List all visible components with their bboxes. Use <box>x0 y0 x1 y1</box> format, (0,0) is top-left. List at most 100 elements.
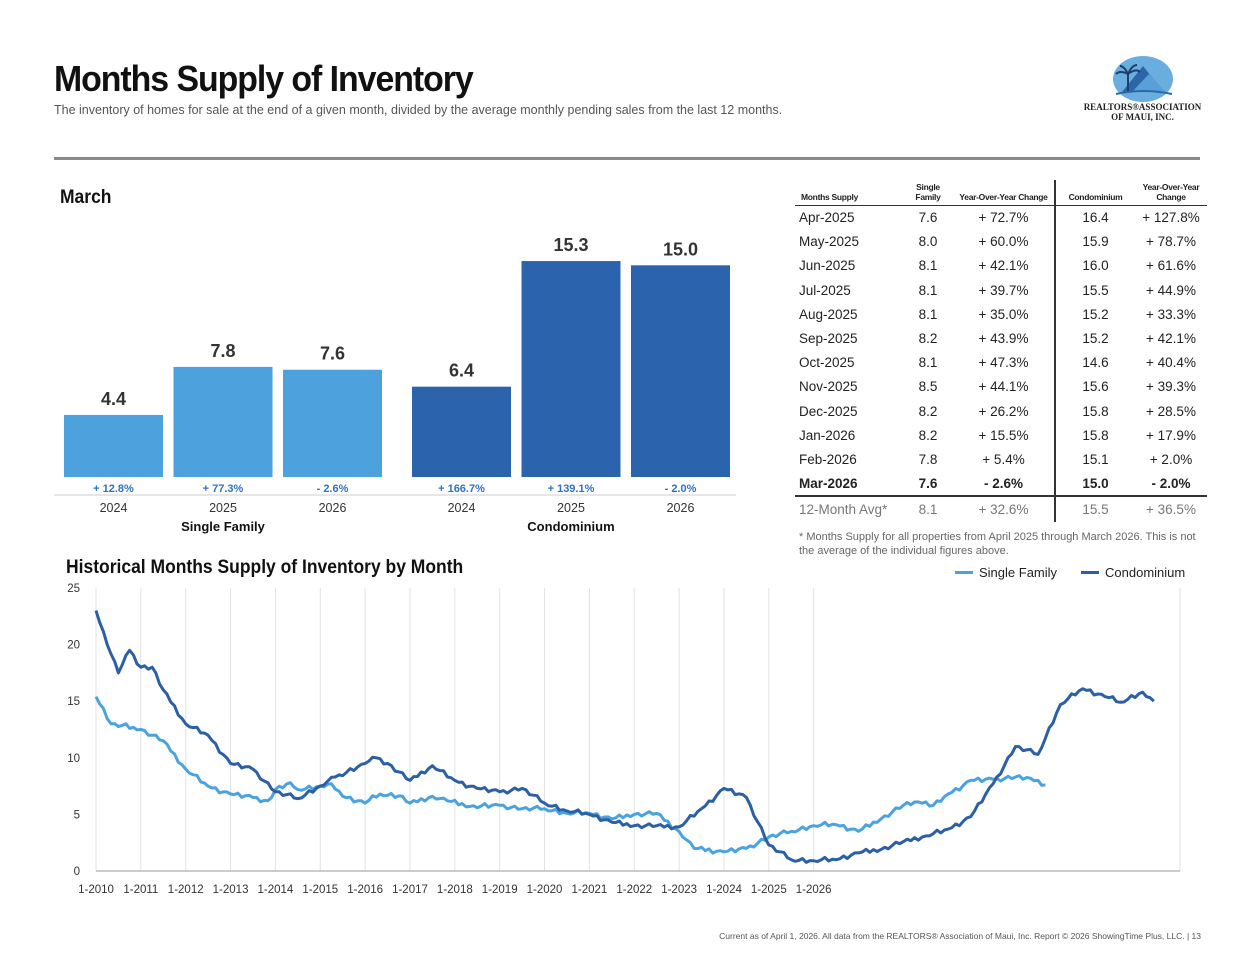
x-tick-label: 1-2010 <box>78 884 114 896</box>
table-cell: 8.1 <box>918 258 938 274</box>
table-cell: + 60.0% <box>978 234 1029 250</box>
series-line-condominium <box>94 610 1155 864</box>
table-cell: Sep-2025 <box>799 331 858 347</box>
table-cell: Jul-2025 <box>799 282 851 298</box>
bar-value-label: 4.4 <box>101 389 126 409</box>
table-cell: + 61.6% <box>1146 258 1196 274</box>
table-row: Sep-2025 8.2 + 43.9% 15.2 + 42.1% <box>795 326 1207 351</box>
table-row: Oct-2025 8.1 + 47.3% 14.6 + 40.4% <box>795 350 1207 375</box>
table-cell: Feb-2026 <box>799 451 857 467</box>
bar-change-label: + 12.8% <box>93 483 134 495</box>
table-row: May-2025 8.0 + 60.0% 15.9 + 78.7% <box>795 229 1207 254</box>
legend-swatch-condominium <box>1081 571 1100 574</box>
x-tick-label: 1-2015 <box>302 884 338 896</box>
table-cell: 16.0 <box>1054 253 1135 279</box>
table-cell: + 43.9% <box>978 331 1029 347</box>
y-tick-label: 10 <box>67 753 80 765</box>
table-row: Jan-2026 8.2 + 15.5% 15.8 + 17.9% <box>795 423 1207 448</box>
y-tick-label: 25 <box>67 583 80 595</box>
table-cell: + 17.9% <box>1146 427 1196 443</box>
x-tick-label: 1-2014 <box>258 884 294 896</box>
x-tick-label: 1-2019 <box>482 884 518 896</box>
table-cell: 16.4 <box>1054 205 1135 230</box>
table-row: Nov-2025 8.5 + 44.1% 15.6 + 39.3% <box>795 374 1207 399</box>
association-logo: REALTORS®ASSOCIATION OF MAUI, INC. <box>1080 52 1205 124</box>
table-cell: 15.2 <box>1054 302 1135 327</box>
col-header-months-supply: Months Supply <box>795 180 903 206</box>
legend-item-single-family: Single Family <box>955 565 1057 580</box>
table-cell: + 5.4% <box>982 451 1025 467</box>
historical-line-chart: 0 5 10 15 20 25 1-2010 1-2011 1-2012 1-2013 1-2014… <box>67 583 1181 896</box>
page-footer: Current as of April 1, 2026. All data fr… <box>719 931 1201 941</box>
x-tick-label: 1-2023 <box>661 884 697 896</box>
bar-single-family-2026 <box>283 369 382 477</box>
table-cell: + 15.5% <box>978 427 1029 443</box>
house-palm-logo-icon <box>1113 56 1173 102</box>
table-cell: 8.1 <box>918 355 938 371</box>
table-cell: + 2.0% <box>1149 451 1193 467</box>
y-tick-label: 5 <box>74 809 80 821</box>
x-tick-label: 1-2011 <box>123 884 158 896</box>
table-avg-cell: 12-Month Avg* <box>799 501 888 517</box>
line-chart-title: Historical Months Supply of Inventory by… <box>66 557 464 578</box>
table-cell: - 2.0% <box>1135 471 1207 497</box>
bar-year-label: 2026 <box>667 501 695 515</box>
logo-line-2: OF MAUI, INC. <box>1111 112 1174 122</box>
table-cell: - 2.6% <box>953 471 1055 497</box>
bar-group-label: Single Family <box>181 519 266 534</box>
bar-group-label: Condominium <box>527 519 614 534</box>
y-tick-label: 0 <box>74 866 80 878</box>
bar-single-family-2024 <box>64 414 163 477</box>
bar-change-label: - 2.6% <box>317 483 349 495</box>
march-bar-chart: 4.4 + 12.8% 2024 7.8 + 77.3% 2025 7.6 - 2.6% 202… <box>54 235 736 534</box>
x-tick-label: 1-2020 <box>527 884 563 896</box>
table-cell: + 33.3% <box>1146 306 1196 322</box>
table-cell: 8.0 <box>918 234 938 250</box>
col-header-condo-yoy: Year-Over-Year Change <box>1135 180 1207 206</box>
table-cell: Aug-2025 <box>799 306 858 322</box>
table-cell: + 26.2% <box>978 403 1029 419</box>
page-subtitle: The inventory of homes for sale at the e… <box>54 103 783 117</box>
bar-year-label: 2024 <box>100 501 128 515</box>
col-header-condominium: Condominium <box>1054 180 1135 206</box>
col-header-single-family: Single Family <box>903 180 953 206</box>
table-row: Jun-2025 8.1 + 42.1% 16.0 + 61.6% <box>795 253 1207 279</box>
table-cell: 7.8 <box>918 451 938 467</box>
table-cell: Apr-2025 <box>799 210 855 226</box>
table-footnote: * Months Supply for all properties from … <box>799 531 1196 557</box>
table-cell: 15.5 <box>1054 278 1135 303</box>
bar-value-label: 6.4 <box>449 361 474 381</box>
table-cell: + 39.7% <box>978 282 1029 298</box>
table-cell: Oct-2025 <box>799 355 855 371</box>
x-tick-label: 1-2018 <box>437 884 473 896</box>
table-cell: 8.1 <box>918 306 938 322</box>
table-cell: Dec-2025 <box>799 403 858 419</box>
bar-year-label: 2025 <box>557 501 585 515</box>
table-cell: May-2025 <box>799 234 860 250</box>
legend-swatch-single-family <box>955 571 973 574</box>
bar-change-label: + 77.3% <box>203 483 244 495</box>
table-avg-cell: + 32.6% <box>978 501 1029 517</box>
bar-change-label: + 166.7% <box>438 483 485 495</box>
table-cell: Nov-2025 <box>799 379 858 395</box>
table-cell: + 72.7% <box>978 210 1029 226</box>
bar-value-label: 7.6 <box>320 344 345 364</box>
table-row: Aug-2025 8.1 + 35.0% 15.2 + 33.3% <box>795 302 1207 327</box>
bar-condominium-2024 <box>412 386 511 477</box>
table-row: Dec-2025 8.2 + 26.2% 15.8 + 28.5% <box>795 399 1207 424</box>
table-cell: + 44.1% <box>978 379 1029 395</box>
table-row: Mar-2026 7.6- 2.6% 15.0- 2.0% <box>795 471 1207 497</box>
table-header-row: Months Supply Single Family Year-Over-Ye… <box>795 180 1207 206</box>
bar-condominium-2026 <box>631 265 730 477</box>
table-cell: 8.2 <box>918 331 938 347</box>
table-cell: 15.2 <box>1054 326 1135 351</box>
table-cell: + 35.0% <box>978 306 1029 322</box>
x-tick-label: 1-2012 <box>168 884 204 896</box>
bar-year-label: 2026 <box>319 501 347 515</box>
x-tick-label: 1-2016 <box>347 884 383 896</box>
bar-value-label: 15.3 <box>553 235 588 255</box>
y-tick-label: 20 <box>67 640 80 652</box>
table-cell: + 42.1% <box>1146 331 1196 347</box>
table-cell: + 28.5% <box>1146 403 1196 419</box>
bar-year-label: 2025 <box>209 501 237 515</box>
